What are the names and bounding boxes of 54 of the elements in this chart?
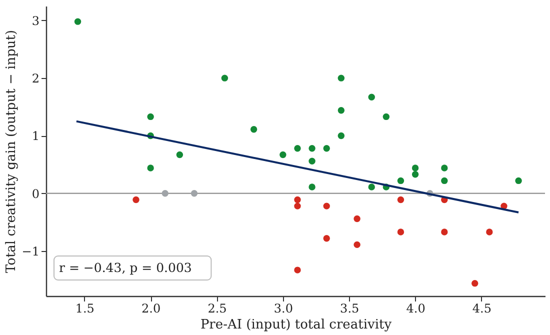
point <box>441 228 448 236</box>
y-axis-title: Total creativity gain (output − input) <box>4 30 19 274</box>
point <box>132 196 140 204</box>
point <box>147 164 154 172</box>
point <box>308 158 316 164</box>
point <box>486 228 493 236</box>
x-axis-title: Pre-AI (input) total creativity <box>200 318 392 332</box>
point <box>338 107 345 114</box>
point <box>294 196 301 204</box>
point <box>471 280 478 287</box>
point <box>412 164 419 172</box>
point <box>294 266 301 274</box>
point <box>368 94 375 100</box>
x-tick-label: 3.5 <box>340 302 360 316</box>
point <box>323 235 330 242</box>
point <box>382 113 390 120</box>
point <box>294 145 301 152</box>
y-tick-label: 2 <box>32 72 40 86</box>
x-tick-label: 2.0 <box>142 302 161 316</box>
point <box>280 151 286 158</box>
point <box>515 177 522 184</box>
point <box>338 132 345 140</box>
point <box>323 145 330 152</box>
point <box>147 113 154 120</box>
y-tick-label: 1 <box>32 129 40 144</box>
x-tick-label: 2.5 <box>208 302 227 316</box>
y-tick-label: 0 <box>32 186 40 201</box>
point <box>250 126 258 133</box>
point <box>354 241 360 248</box>
point <box>176 151 184 158</box>
point <box>221 74 228 82</box>
point <box>441 177 448 184</box>
x-tick-label: 3.0 <box>274 302 293 316</box>
point <box>397 228 404 236</box>
x-tick-label: 4.5 <box>472 302 492 316</box>
y-tick-label: 3 <box>32 14 40 28</box>
point <box>397 196 404 204</box>
point <box>354 215 360 222</box>
x-tick-label: 4.0 <box>406 302 426 316</box>
point <box>368 184 375 190</box>
point <box>323 202 330 210</box>
point <box>441 164 448 172</box>
point <box>397 177 404 184</box>
x-tick-label: 1.5 <box>75 302 94 316</box>
point <box>308 184 316 190</box>
point <box>338 74 345 82</box>
point <box>308 145 316 152</box>
point <box>74 18 82 25</box>
y-tick-label: −1 <box>22 244 40 259</box>
annotation: r = −0.43, p = 0.003 <box>59 260 192 275</box>
point <box>162 190 168 197</box>
point <box>294 202 301 210</box>
point <box>412 171 419 178</box>
point <box>190 190 198 197</box>
